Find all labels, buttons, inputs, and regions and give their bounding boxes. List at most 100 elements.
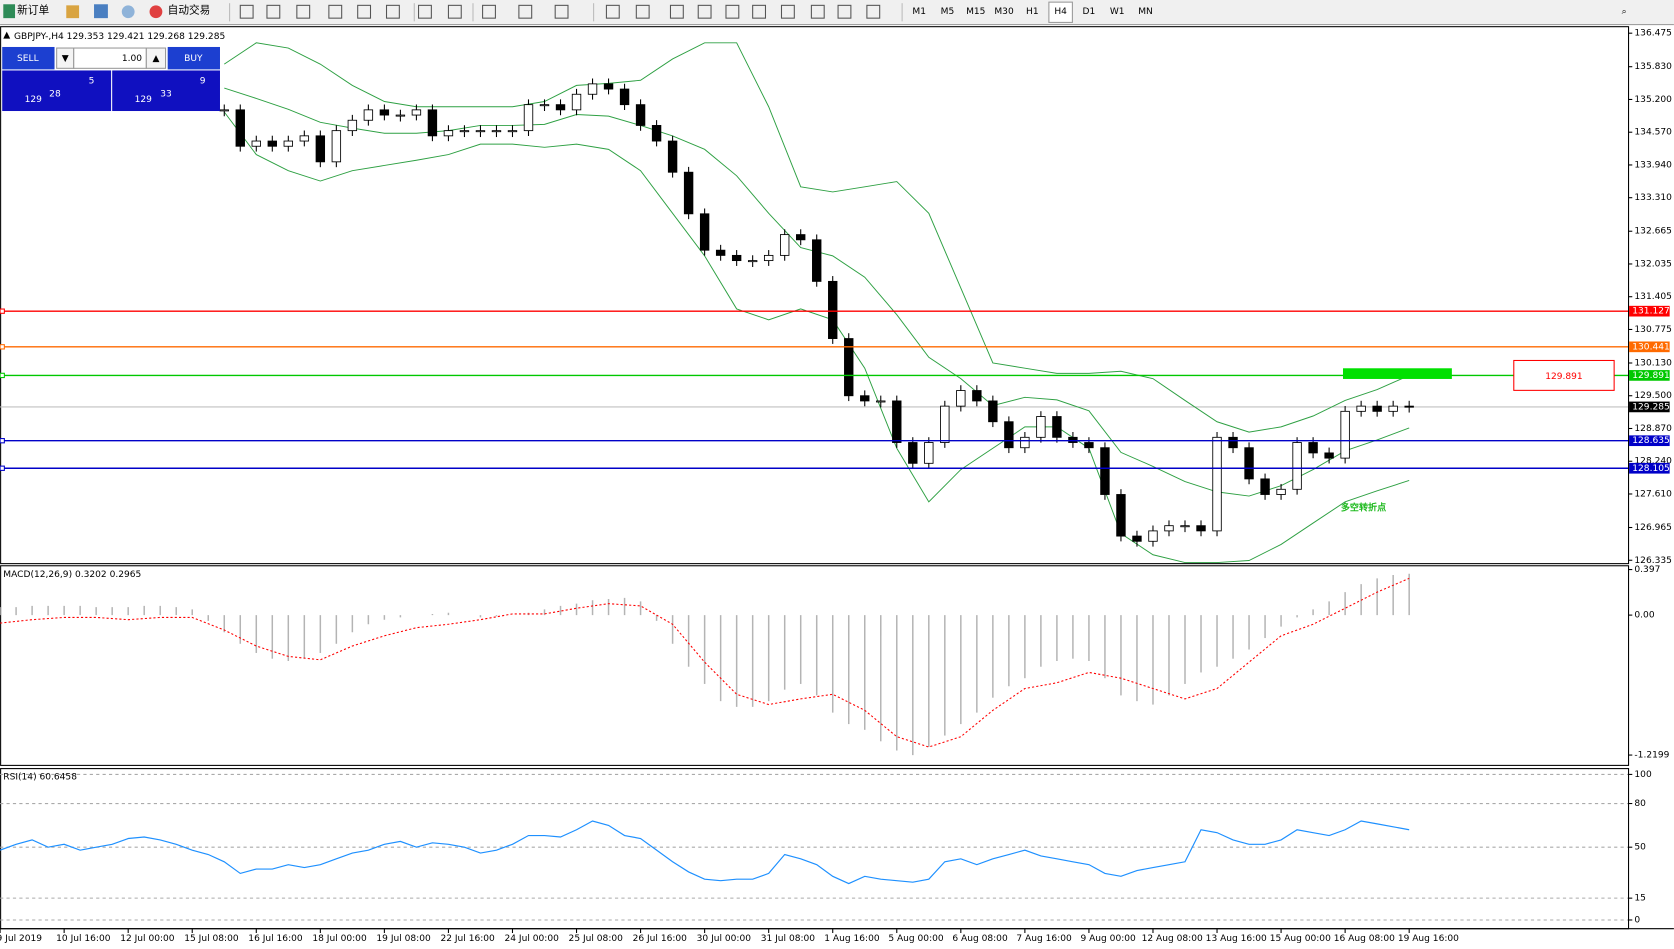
- ask-box[interactable]: [112, 70, 220, 112]
- y-tick-label: 135.200: [1634, 95, 1672, 105]
- toolbar-icon[interactable]: [66, 5, 80, 19]
- level-handle[interactable]: [0, 465, 5, 471]
- candle-body: [1324, 452, 1334, 459]
- toolbar-icon[interactable]: [418, 4, 432, 19]
- candle-body: [459, 130, 470, 133]
- new-order-button[interactable]: 新订单: [17, 4, 49, 17]
- buy-button[interactable]: [167, 46, 220, 70]
- candle-body: [892, 400, 902, 443]
- bid-box[interactable]: [2, 70, 112, 112]
- collapse-icon[interactable]: ▲: [3, 31, 10, 41]
- timeframe-button[interactable]: H1: [1026, 7, 1039, 17]
- toolbar-icon[interactable]: [669, 4, 684, 19]
- active-timeframe: [1048, 1, 1073, 23]
- time-label: 22 Jul 16:00: [440, 934, 495, 944]
- level-tag-label: 128.635: [1632, 436, 1669, 446]
- lot-down-arrow[interactable]: ▼: [62, 54, 69, 64]
- candle-body: [1196, 525, 1206, 532]
- level-handle[interactable]: [0, 438, 5, 444]
- time-label: 31 Jul 08:00: [761, 934, 816, 944]
- candle-body: [763, 254, 774, 262]
- y-tick-label: 131.405: [1634, 292, 1671, 302]
- candle-body: [523, 104, 534, 132]
- bollinger-lower: [223, 111, 1410, 564]
- candle-body: [1068, 436, 1078, 443]
- candle-body: [908, 442, 918, 464]
- time-label: 25 Jul 08:00: [569, 934, 624, 944]
- timeframe-button[interactable]: D1: [1083, 7, 1096, 17]
- toolbar-icon[interactable]: [810, 4, 825, 19]
- price-callout-label: 129.891: [1545, 372, 1582, 382]
- timeframe-button[interactable]: MN: [1138, 7, 1153, 17]
- toolbar-icon[interactable]: [780, 4, 795, 19]
- y-tick-label: 132.035: [1634, 259, 1671, 269]
- candle-body: [1036, 416, 1046, 438]
- new-order-icon[interactable]: [3, 4, 16, 19]
- toolbar-icon[interactable]: [385, 4, 400, 19]
- toolbar-icon[interactable]: [752, 4, 767, 19]
- toolbar-icon[interactable]: [697, 4, 712, 19]
- toolbar-icon[interactable]: [357, 4, 372, 19]
- level-tag: [1629, 341, 1670, 353]
- time-label: 16 Jul 16:00: [248, 934, 303, 944]
- sell-button[interactable]: [2, 46, 55, 70]
- candle-body: [1148, 530, 1158, 542]
- time-label: 24 Jul 00:00: [505, 934, 560, 944]
- candle-body: [796, 234, 806, 241]
- candle-body: [507, 130, 518, 133]
- price-chart: [0, 42, 1629, 564]
- search-icon[interactable]: ⌕: [1622, 7, 1627, 17]
- toolbar-icon[interactable]: [482, 4, 496, 19]
- toolbar-icon[interactable]: [518, 4, 533, 19]
- lot-up-arrow[interactable]: ▲: [152, 54, 159, 64]
- toolbar-icon[interactable]: [266, 4, 281, 19]
- bollinger-upper: [223, 42, 1410, 433]
- toolbar-icon[interactable]: [239, 4, 254, 19]
- price-callout: [1513, 359, 1615, 391]
- toolbar-icon[interactable]: [725, 4, 740, 19]
- y-tick-label: 128.870: [1634, 424, 1672, 434]
- toolbar-icon[interactable]: [605, 4, 620, 19]
- timeframe-button[interactable]: M15: [966, 7, 985, 17]
- bid-pips: 28: [49, 89, 61, 99]
- level-handle[interactable]: [0, 308, 5, 314]
- timeframe-button[interactable]: W1: [1110, 7, 1125, 17]
- timeframe-button[interactable]: M30: [994, 7, 1014, 17]
- candle-body: [860, 395, 870, 402]
- candle-body: [315, 135, 326, 163]
- level-tag-label: 129.891: [1632, 371, 1669, 381]
- candle-body: [1084, 442, 1094, 449]
- candle-body: [603, 83, 614, 90]
- toolbar-icon[interactable]: [554, 4, 569, 19]
- level-handle[interactable]: [0, 344, 5, 350]
- toolbar-icon[interactable]: [447, 4, 462, 19]
- candle-body: [283, 140, 294, 147]
- annotation: 多空转折点: [1341, 502, 1386, 514]
- y-tick-label: 15: [1634, 894, 1646, 904]
- sell-label[interactable]: SELL: [17, 54, 39, 64]
- toolbar-icon[interactable]: [94, 4, 108, 19]
- candle-body: [363, 109, 374, 121]
- auto-trading-button[interactable]: 自动交易: [168, 4, 211, 17]
- toolbar-icon[interactable]: [121, 5, 135, 19]
- toolbar-icon[interactable]: [296, 4, 311, 19]
- ask-pips: 33: [160, 89, 172, 99]
- lot-value[interactable]: 1.00: [122, 54, 142, 64]
- timeframe-button[interactable]: H4: [1054, 7, 1067, 17]
- buy-label[interactable]: BUY: [184, 54, 203, 64]
- auto-trading-icon[interactable]: [149, 5, 163, 19]
- candle-body: [812, 239, 822, 282]
- toolbar-icon[interactable]: [328, 4, 343, 19]
- timeframe-button[interactable]: M5: [941, 7, 955, 17]
- candle-body: [779, 234, 790, 256]
- candle-body: [379, 109, 390, 116]
- level-handle[interactable]: [0, 372, 5, 379]
- candle-body: [651, 125, 662, 142]
- toolbar-icon[interactable]: [635, 4, 650, 19]
- lot-up[interactable]: [145, 47, 167, 69]
- timeframe-button[interactable]: M1: [912, 7, 926, 17]
- toolbar-icon[interactable]: [837, 4, 852, 19]
- candle-body: [876, 400, 886, 403]
- toolbar-icon[interactable]: [866, 4, 881, 19]
